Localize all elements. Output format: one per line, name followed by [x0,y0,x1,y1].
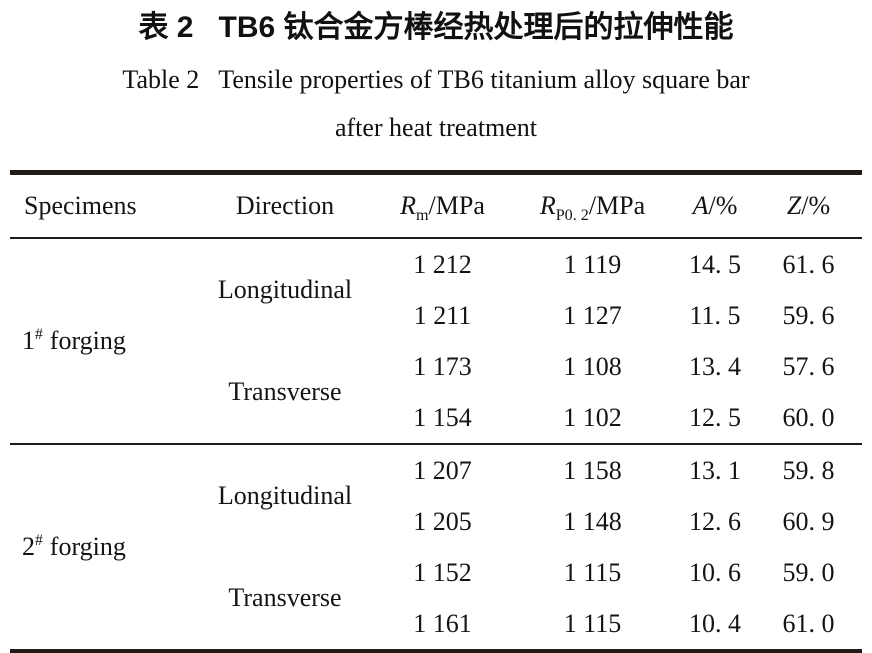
z-value-cell: 59. 6 [782,300,835,330]
z-unit: /% [801,191,831,220]
rm-value-cell: 1 161 [413,608,472,638]
specimen-cell: 2# forging [10,443,195,652]
rm-value-cell: 1 205 [413,506,472,536]
rm-value-cell: 1 152 [413,557,472,587]
table-row: 1 161 1 115 10. 4 61. 0 [10,598,862,652]
z-value-cell: 60. 0 [782,402,835,432]
rm-value-cell: 1 154 [413,402,472,432]
table-title-english-line2: after heat treatment [334,112,538,142]
col-header-rm: Rm/MPa [375,173,510,239]
a-value-cell: 13. 4 [689,351,741,381]
table-row: 1# forging Longitudinal 1 212 1 119 14. 5… [10,238,862,356]
table-title-english-line1: Table 2 Tensile properties of TB6 titani… [122,65,750,94]
specimen-number: 2 [22,532,35,561]
rm-subscript: m [416,207,429,225]
tensile-properties-table: Specimens Direction Rm/MPa RP0. 2/MPa A/… [10,170,862,653]
specimen-number: 1 [22,326,35,355]
a-symbol: A [692,191,709,220]
a-value-cell: 11. 5 [689,300,741,330]
table-row: 1 211 1 127 11. 5 59. 6 [10,290,862,341]
hash-superscript: # [35,326,43,344]
a-value-cell: 14. 5 [689,249,741,279]
table-row: Transverse 1 152 1 115 10. 6 59. 0 [10,547,862,613]
rm-value-cell: 1 207 [375,443,510,496]
header-row: Specimens Direction Rm/MPa RP0. 2/MPa A/… [10,173,862,239]
rp02-value-cell: 1 115 [563,608,622,638]
rp02-subscript: P0. 2 [555,207,589,225]
a-value-cell: 10. 4 [689,608,741,638]
hash-superscript: # [35,532,43,550]
table-row: 2# forging Longitudinal 1 207 1 158 13. 1… [10,443,862,652]
tensile-properties-table-wrap: Specimens Direction Rm/MPa RP0. 2/MPa A/… [10,170,862,653]
z-value-cell: 59. 8 [755,443,862,496]
z-symbol: Z [786,191,802,220]
rp02-value-cell: 1 102 [563,402,622,432]
col-header-z: Z/% [755,173,862,239]
z-value-cell: 57. 6 [782,351,835,381]
rp02-value-cell: 1 148 [563,506,622,536]
table-row: 1 154 1 102 12. 5 60. 0 [10,392,862,444]
z-value-cell: 60. 9 [782,506,835,536]
rm-unit: /MPa [428,191,485,220]
z-value-cell: 59. 0 [782,557,835,587]
z-value-cell: 61. 0 [782,608,835,638]
col-header-rp02: RP0. 2/MPa [510,173,675,239]
z-value-cell: 61. 6 [782,249,835,279]
specimen-cell: 1# forging [10,238,195,444]
direction-cell: Transverse [228,583,342,612]
rp02-value-cell: 1 127 [563,300,622,330]
table-row: 1 205 1 148 12. 6 60. 9 [10,496,862,547]
rp02-value-cell: 1 108 [563,351,622,381]
col-header-direction: Direction [235,191,335,220]
rp02-symbol: R [539,191,556,220]
rp02-value-cell: 1 119 [563,249,622,279]
rp02-unit: /MPa [588,191,646,220]
rm-value-cell: 1 173 [413,351,472,381]
rm-value-cell: 1 212 [413,249,472,279]
specimen-label: forging [49,326,126,355]
rm-value-cell: 1 211 [413,300,472,330]
direction-cell: Longitudinal [195,443,375,547]
a-value-cell: 13. 1 [675,443,755,496]
a-value-cell: 10. 6 [689,557,741,587]
rm-symbol: R [400,191,416,220]
table-row: Transverse 1 173 1 108 13. 4 57. 6 [10,341,862,407]
a-value-cell: 12. 6 [689,506,741,536]
table-title-chinese: 表 2 TB6 钛合金方棒经热处理后的拉伸性能 [138,11,734,44]
specimen-label: forging [49,532,126,561]
rp02-value-cell: 1 158 [510,443,675,496]
rp02-value-cell: 1 115 [563,557,622,587]
direction-cell: Transverse [228,377,342,406]
col-header-a: A/% [675,173,755,239]
a-value-cell: 12. 5 [689,402,741,432]
col-header-specimens: Specimens [24,191,137,220]
direction-cell: Longitudinal [217,275,353,304]
a-unit: /% [708,191,738,220]
